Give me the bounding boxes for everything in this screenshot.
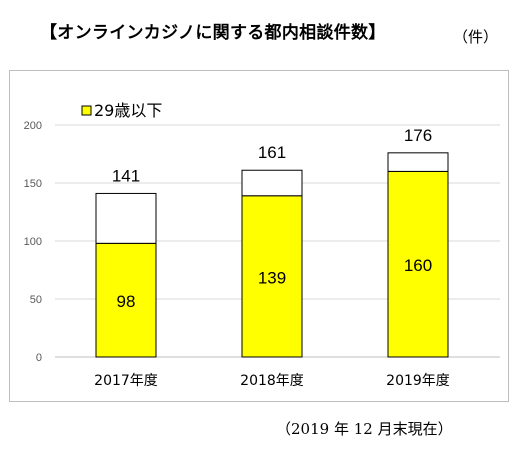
data-label-total: 176 (404, 126, 432, 145)
data-label-under29: 160 (404, 256, 432, 275)
chart-frame (9, 70, 509, 402)
data-label-under29: 98 (117, 292, 136, 311)
data-label-under29: 139 (258, 268, 286, 287)
bar-other (387, 152, 449, 172)
x-tick-label: 2019年度 (386, 373, 450, 389)
data-label-total: 161 (258, 143, 286, 162)
legend-label-under29: 29歳以下 (94, 101, 162, 120)
y-tick-label: 0 (36, 352, 42, 364)
y-tick-label: 150 (24, 178, 42, 190)
bar-other (95, 192, 157, 244)
bar-under29 (241, 195, 303, 358)
footnote-date: （2019 年 12 月末現在） (276, 420, 453, 438)
y-tick-label: 50 (30, 294, 42, 306)
chart-title: 【オンラインカジノに関する都内相談件数】 (40, 23, 386, 43)
legend-swatch-under29 (81, 105, 92, 116)
bar-under29 (387, 170, 449, 358)
x-tick-label: 2018年度 (240, 373, 304, 389)
unit-label: （件） (453, 28, 499, 46)
x-tick-label: 2017年度 (94, 373, 158, 389)
y-tick-label: 100 (24, 236, 42, 248)
y-tick-label: 200 (24, 120, 42, 132)
data-label-total: 141 (112, 166, 140, 185)
bar-other (241, 169, 303, 197)
